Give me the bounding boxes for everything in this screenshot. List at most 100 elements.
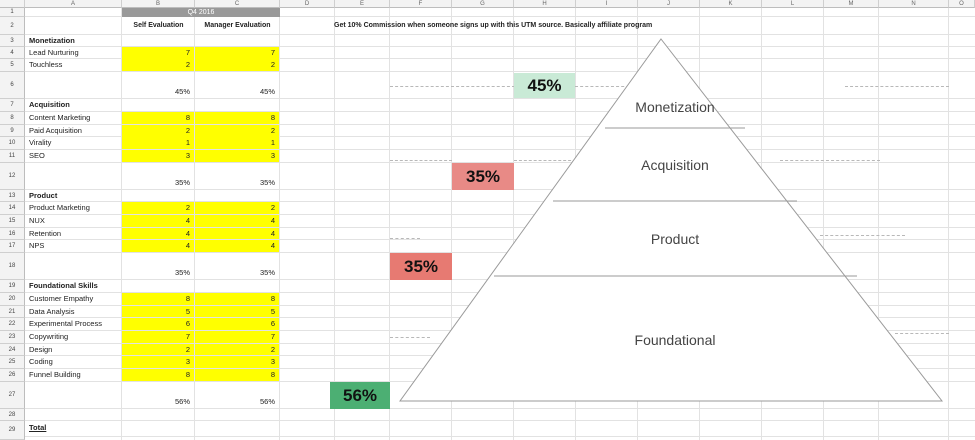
self-score-cell[interactable]: 5: [122, 306, 194, 317]
self-score-cell[interactable]: 7: [122, 47, 194, 59]
total-label[interactable]: Total: [29, 423, 47, 432]
row-header-7[interactable]: 7: [0, 99, 25, 112]
column-header-g[interactable]: G: [452, 0, 514, 8]
manager-score-cell[interactable]: 4: [195, 240, 279, 252]
row-header-2[interactable]: 2: [0, 17, 25, 35]
manager-score-cell[interactable]: 6: [195, 318, 279, 330]
row-header-11[interactable]: 11: [0, 150, 25, 163]
row-header-14[interactable]: 14: [0, 202, 25, 215]
manager-total-product[interactable]: 35%: [259, 268, 275, 277]
section-title-acquisition[interactable]: Acquisition: [29, 100, 70, 109]
column-header-f[interactable]: F: [390, 0, 452, 8]
skill-label[interactable]: NPS: [29, 241, 45, 250]
row-header-27[interactable]: 27: [0, 382, 25, 409]
manager-score-cell[interactable]: 8: [195, 293, 279, 305]
percentage-badge-foundational[interactable]: 56%: [330, 382, 390, 409]
select-all-corner[interactable]: [0, 0, 25, 8]
skill-label[interactable]: NUX: [29, 216, 45, 225]
skill-label[interactable]: Design: [29, 345, 53, 354]
row-header-6[interactable]: 6: [0, 72, 25, 99]
self-total-product[interactable]: 35%: [174, 268, 190, 277]
manager-score-cell[interactable]: 8: [195, 369, 279, 381]
manager-score-cell[interactable]: 8: [195, 112, 279, 124]
skill-label[interactable]: Product Marketing: [29, 203, 90, 212]
column-header-a[interactable]: A: [25, 0, 122, 8]
column-header-k[interactable]: K: [700, 0, 762, 8]
skill-label[interactable]: Retention: [29, 229, 62, 238]
skill-label[interactable]: Virality: [29, 138, 52, 147]
row-header-22[interactable]: 22: [0, 318, 25, 331]
self-score-cell[interactable]: 6: [122, 318, 194, 330]
self-total-foundational[interactable]: 56%: [174, 397, 190, 406]
manager-score-cell[interactable]: 2: [195, 344, 279, 355]
row-header-10[interactable]: 10: [0, 137, 25, 150]
manager-evaluation-header[interactable]: Manager Evaluation: [204, 22, 271, 29]
row-header-25[interactable]: 25: [0, 356, 25, 369]
self-score-cell[interactable]: 4: [122, 215, 194, 227]
column-header-h[interactable]: H: [514, 0, 576, 8]
row-header-20[interactable]: 20: [0, 293, 25, 306]
section-title-foundational[interactable]: Foundational Skills: [29, 281, 98, 290]
self-score-cell[interactable]: 7: [122, 331, 194, 343]
self-evaluation-header[interactable]: Self Evaluation: [133, 22, 184, 29]
column-header-e[interactable]: E: [335, 0, 390, 8]
skill-label[interactable]: Customer Empathy: [29, 294, 94, 303]
skill-label[interactable]: Coding: [29, 357, 53, 366]
skill-label[interactable]: Experimental Process: [29, 319, 102, 328]
skill-label[interactable]: Touchless: [29, 60, 63, 69]
quarter-header[interactable]: Q4 2016: [122, 8, 280, 17]
self-score-cell[interactable]: 4: [122, 228, 194, 239]
skill-label[interactable]: Content Marketing: [29, 113, 91, 122]
self-total-acquisition[interactable]: 35%: [174, 178, 190, 187]
column-header-l[interactable]: L: [762, 0, 824, 8]
manager-score-cell[interactable]: 5: [195, 306, 279, 317]
row-header-15[interactable]: 15: [0, 215, 25, 228]
percentage-badge-product[interactable]: 35%: [390, 253, 452, 280]
skill-label[interactable]: SEO: [29, 151, 45, 160]
percentage-badge-acquisition[interactable]: 35%: [452, 163, 514, 190]
skill-label[interactable]: Lead Nurturing: [29, 48, 79, 57]
manager-total-monetization[interactable]: 45%: [259, 87, 275, 96]
row-header-26[interactable]: 26: [0, 369, 25, 382]
section-title-monetization[interactable]: Monetization: [29, 36, 75, 45]
row-header-4[interactable]: 4: [0, 47, 25, 59]
row-header-21[interactable]: 21: [0, 306, 25, 318]
row-header-3[interactable]: 3: [0, 35, 25, 47]
self-score-cell[interactable]: 2: [122, 59, 194, 71]
self-score-cell[interactable]: 2: [122, 125, 194, 137]
row-header-18[interactable]: 18: [0, 253, 25, 280]
self-score-cell[interactable]: 4: [122, 240, 194, 252]
self-score-cell[interactable]: 8: [122, 293, 194, 305]
column-header-b[interactable]: B: [122, 0, 195, 8]
manager-score-cell[interactable]: 2: [195, 202, 279, 214]
self-score-cell[interactable]: 1: [122, 137, 194, 149]
row-header-8[interactable]: 8: [0, 112, 25, 125]
skill-label[interactable]: Copywriting: [29, 332, 69, 341]
section-title-product[interactable]: Product: [29, 191, 58, 200]
manager-score-cell[interactable]: 7: [195, 331, 279, 343]
self-score-cell[interactable]: 3: [122, 356, 194, 368]
commission-note[interactable]: Get 10% Commission when someone signs up…: [334, 22, 653, 29]
column-header-j[interactable]: J: [638, 0, 700, 8]
column-header-c[interactable]: C: [195, 0, 280, 8]
manager-score-cell[interactable]: 7: [195, 47, 279, 59]
self-score-cell[interactable]: 8: [122, 369, 194, 381]
row-header-19[interactable]: 19: [0, 280, 25, 293]
skill-label[interactable]: Funnel Building: [29, 370, 81, 379]
percentage-badge-monetization[interactable]: 45%: [514, 73, 575, 98]
manager-score-cell[interactable]: 2: [195, 125, 279, 137]
row-header-28[interactable]: 28: [0, 409, 25, 421]
row-header-23[interactable]: 23: [0, 331, 25, 344]
manager-score-cell[interactable]: 4: [195, 228, 279, 239]
row-header-9[interactable]: 9: [0, 125, 25, 137]
row-header-5[interactable]: 5: [0, 59, 25, 72]
row-header-13[interactable]: 13: [0, 190, 25, 202]
skill-label[interactable]: Paid Acquisition: [29, 126, 82, 135]
self-score-cell[interactable]: 2: [122, 344, 194, 355]
row-header-16[interactable]: 16: [0, 228, 25, 240]
row-header-1[interactable]: 1: [0, 8, 25, 17]
manager-score-cell[interactable]: 4: [195, 215, 279, 227]
manager-score-cell[interactable]: 3: [195, 150, 279, 162]
self-score-cell[interactable]: 2: [122, 202, 194, 214]
